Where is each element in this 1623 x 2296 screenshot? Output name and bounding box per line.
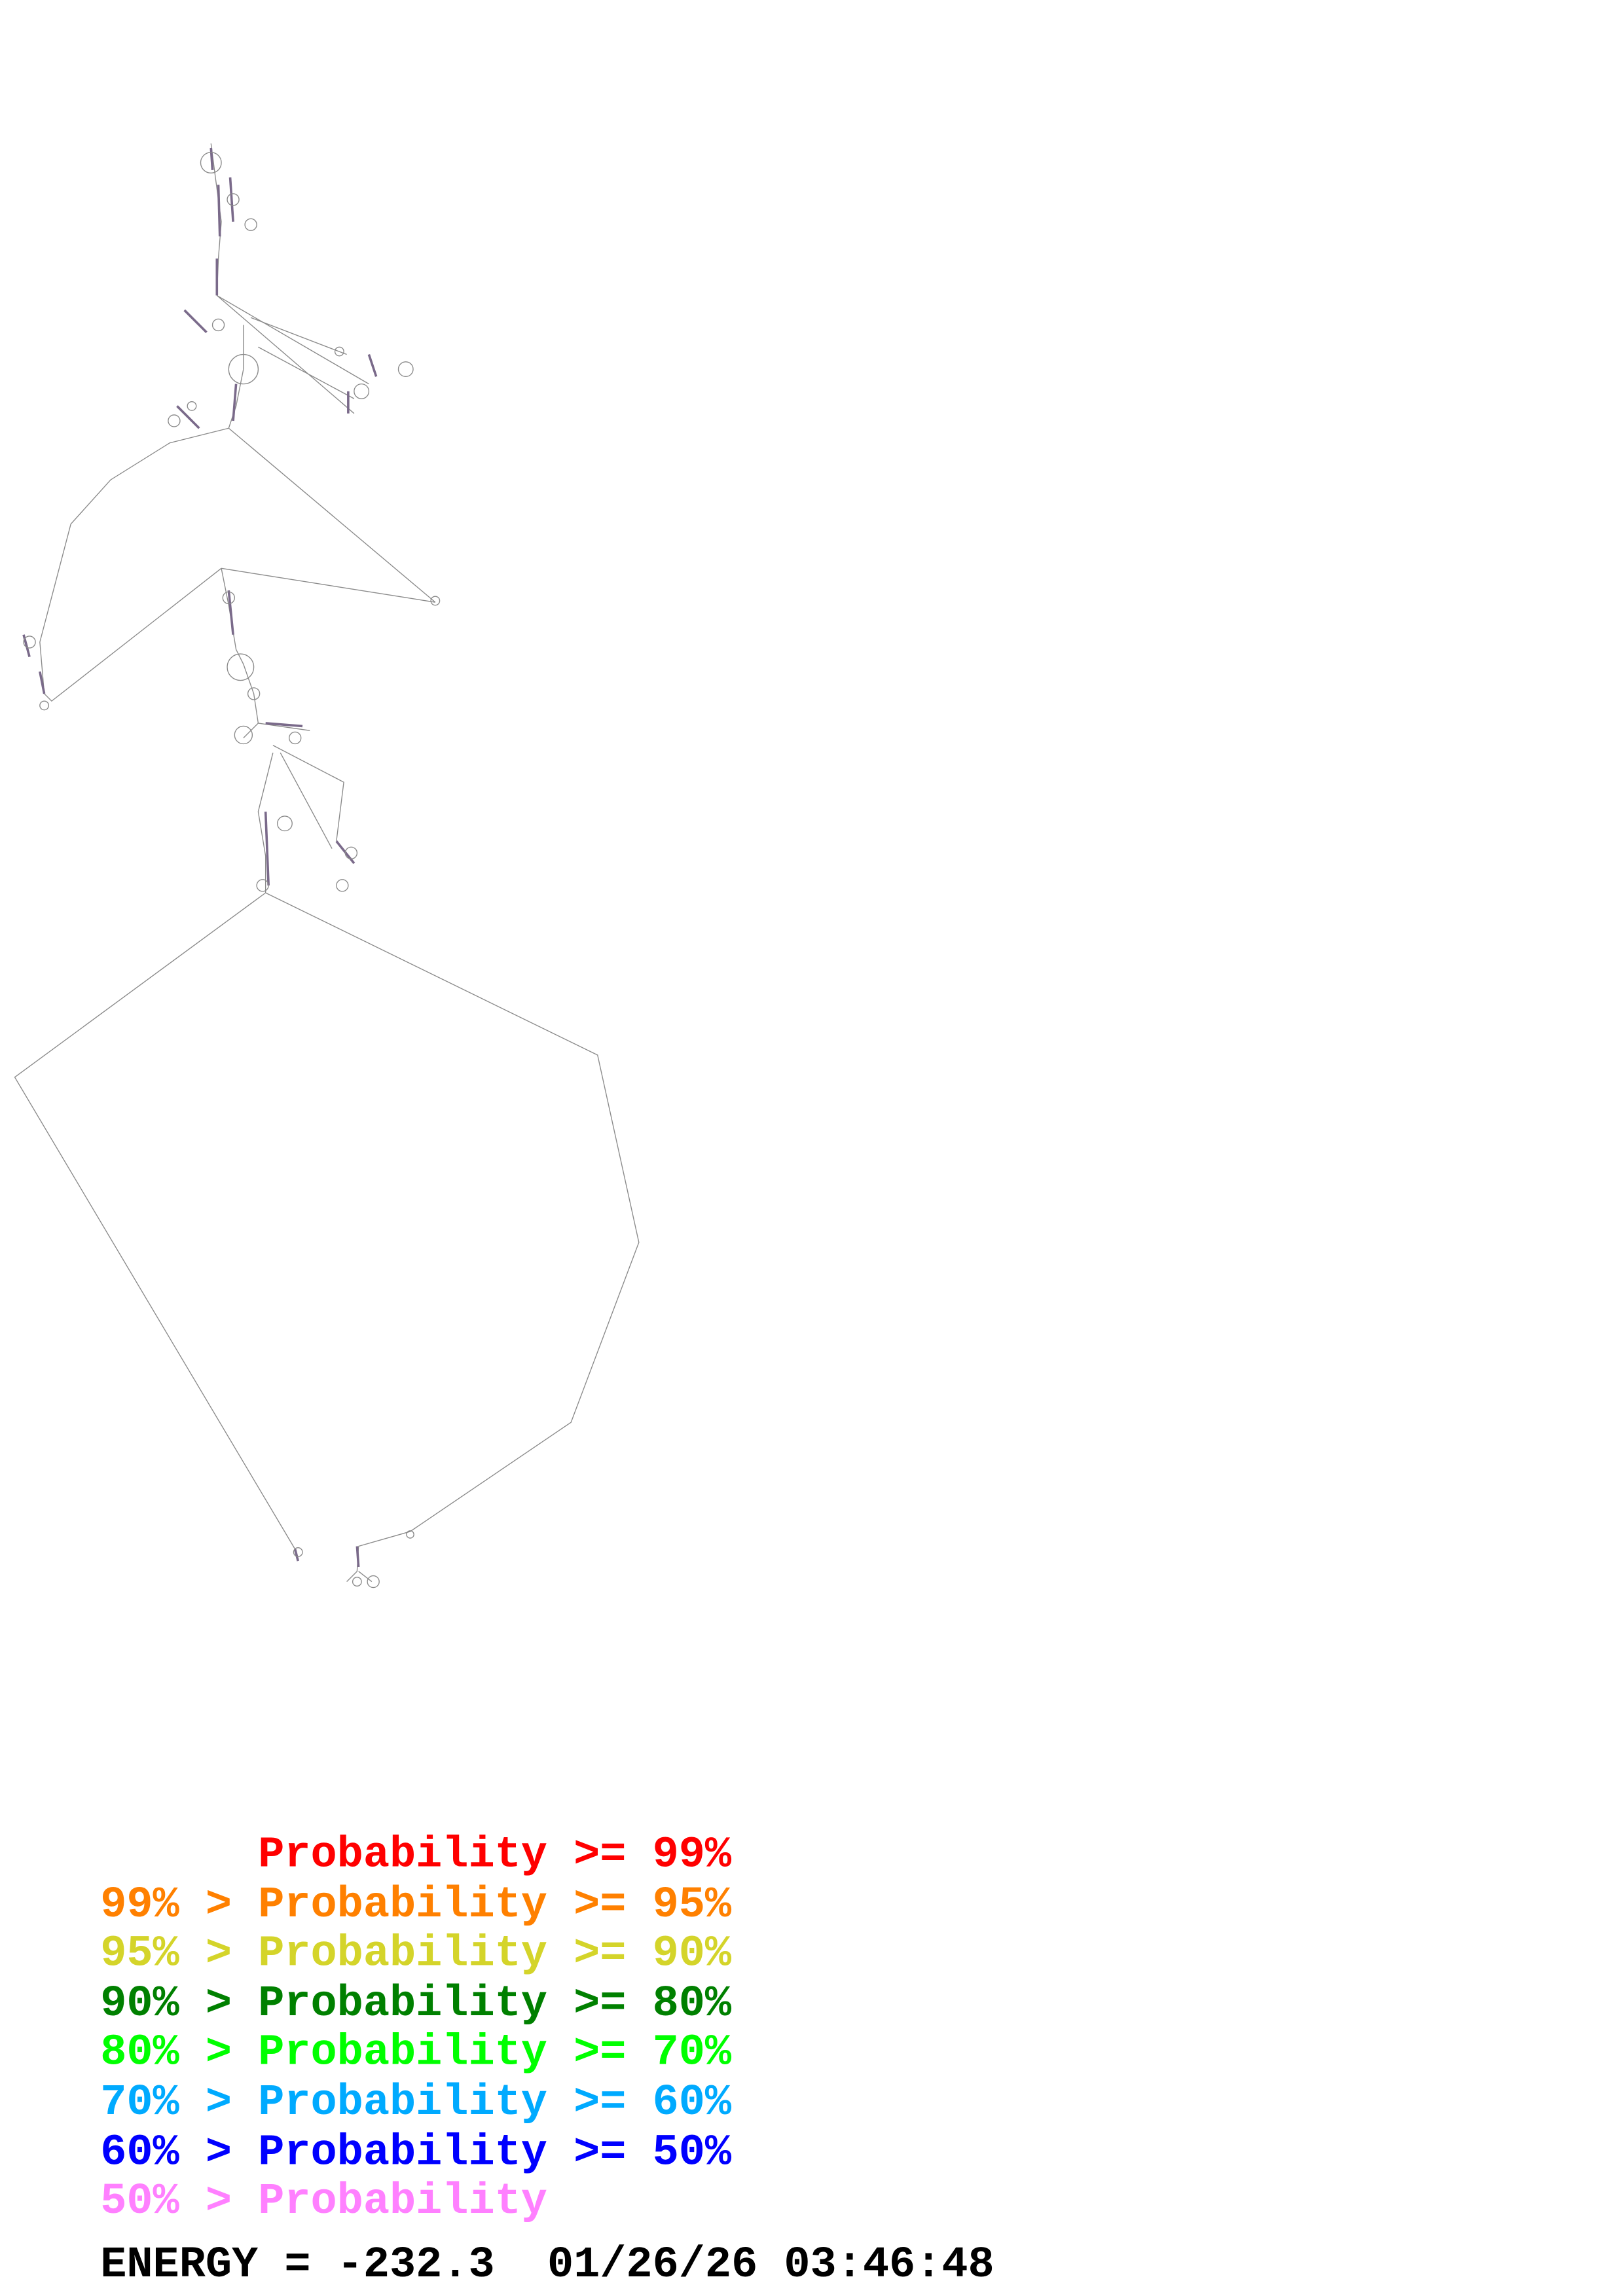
- hairpin-loop: [211, 318, 225, 332]
- hairpin-loop: [406, 1530, 414, 1539]
- hairpin-loop: [187, 401, 197, 411]
- backbone-segment: [221, 568, 259, 724]
- energy-timestamp: ENERGY = -232.3 01/26/26 03:46:48: [100, 2240, 994, 2290]
- hairpin-loop: [352, 1577, 362, 1587]
- backbone-segment: [39, 427, 229, 643]
- helix-stem: [264, 812, 270, 886]
- helix-stem: [217, 185, 221, 237]
- helix-stem: [232, 384, 238, 422]
- backbone-segment: [216, 295, 355, 414]
- hairpin-loop: [23, 636, 36, 649]
- hairpin-loop: [168, 414, 181, 427]
- backbone-segment: [228, 427, 436, 603]
- helix-stem: [367, 353, 378, 377]
- backbone-segment: [265, 892, 640, 1547]
- helix-stem: [39, 671, 46, 694]
- backbone-segment: [258, 346, 355, 399]
- hairpin-loop: [227, 653, 255, 681]
- backbone-segment: [228, 368, 244, 429]
- backbone-segment: [250, 317, 347, 355]
- hairpin-loop: [334, 346, 344, 357]
- hairpin-loop: [397, 361, 414, 378]
- hairpin-loop: [354, 383, 370, 399]
- hairpin-loop: [344, 846, 358, 859]
- helix-stem: [183, 309, 208, 334]
- hairpin-loop: [39, 700, 50, 711]
- hairpin-loop: [247, 687, 261, 700]
- hairpin-loop: [367, 1575, 380, 1588]
- secondary-structure: [14, 143, 640, 1588]
- hairpin-loop: [244, 218, 257, 231]
- hairpin-loop: [256, 879, 269, 892]
- backbone-segment: [216, 295, 369, 385]
- helix-stem: [176, 405, 200, 429]
- hairpin-loop: [228, 353, 259, 385]
- backbone-segment: [221, 567, 435, 603]
- legend-row-2: 95% > Probability >= 90%: [100, 1929, 732, 1979]
- helix-stem: [265, 722, 303, 728]
- backbone-segment: [272, 745, 344, 842]
- helix-stem: [356, 1546, 360, 1568]
- backbone-segment: [39, 567, 222, 702]
- hairpin-loop: [430, 596, 441, 606]
- hairpin-loop: [200, 152, 222, 174]
- hairpin-loop: [336, 879, 349, 892]
- hairpin-loop: [293, 1547, 303, 1557]
- hairpin-loop: [222, 591, 236, 605]
- legend-row-5: 70% > Probability >= 60%: [100, 2078, 732, 2128]
- legend-row-0: Probability >= 99%: [100, 1831, 732, 1880]
- backbone-segment: [257, 752, 274, 893]
- legend-row-3: 90% > Probability >= 80%: [100, 1979, 732, 2029]
- helix-stem: [227, 590, 234, 635]
- hairpin-loop: [289, 731, 302, 745]
- helix-stem: [293, 1549, 299, 1562]
- backbone-segment: [14, 892, 296, 1550]
- legend-row-6: 60% > Probability >= 50%: [100, 2128, 732, 2178]
- legend-row-1: 99% > Probability >= 95%: [100, 1880, 732, 1930]
- backbone-segment: [358, 1571, 373, 1583]
- hairpin-loop: [234, 725, 253, 745]
- helix-stem: [228, 177, 234, 222]
- hairpin-loop: [277, 816, 293, 832]
- helix-stem: [210, 147, 214, 170]
- hairpin-loop: [227, 193, 240, 206]
- backbone-segment: [280, 752, 333, 849]
- legend-row-4: 80% > Probability >= 70%: [100, 2028, 732, 2078]
- probability-legend: Probability >= 99% 99% > Probability >= …: [100, 1831, 732, 2227]
- legend-row-7: 50% > Probability: [100, 2177, 547, 2227]
